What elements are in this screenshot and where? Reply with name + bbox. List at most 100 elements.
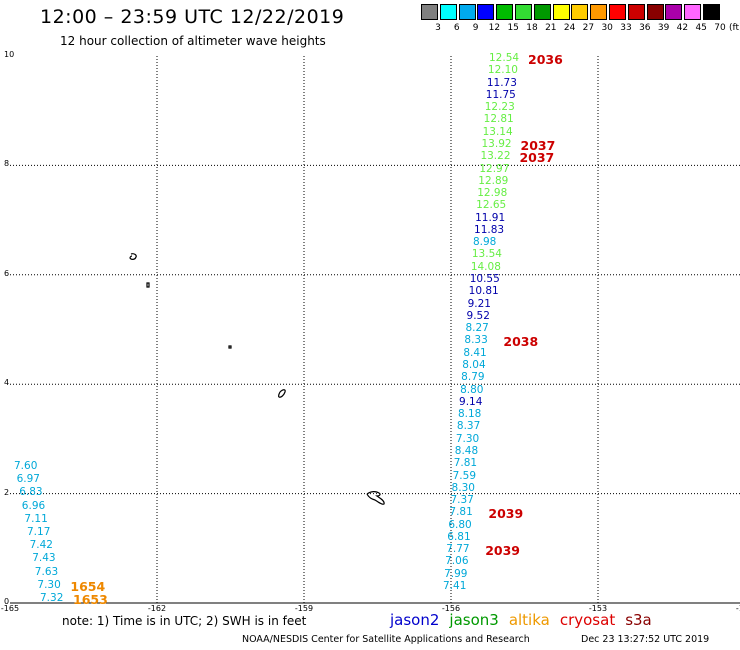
- wave-height-value: 10.81: [468, 285, 499, 298]
- pass-time-label: 2037: [519, 150, 555, 166]
- color-scale-swatch: [458, 4, 476, 20]
- color-scale-label: 24: [563, 23, 576, 33]
- wave-height-value: 7.37: [450, 494, 474, 507]
- page-title: 12:00 – 23:59 UTC 12/22/2019: [40, 6, 345, 28]
- wave-height-value: 8.48: [454, 444, 479, 457]
- latitude-tick-label: 6: [4, 268, 10, 278]
- wave-height-value: 8.27: [465, 322, 489, 335]
- longitude-tick-label: -156: [441, 604, 461, 613]
- island-outline: [146, 282, 150, 288]
- island-outline: [366, 491, 385, 505]
- pass-time-label: 2038: [503, 334, 539, 350]
- color-scale-label: 18: [526, 23, 538, 33]
- wave-height-value: 13.92: [481, 137, 512, 150]
- wave-height-value: 8.79: [461, 371, 485, 384]
- wave-height-value: 13.22: [480, 150, 511, 163]
- wave-height-value: 12.10: [487, 64, 518, 77]
- wave-height-value: 7.17: [27, 526, 51, 538]
- wave-height-value: 9.21: [467, 297, 491, 310]
- wave-height-value: 6.83: [19, 486, 43, 499]
- color-scale-swatch: [665, 4, 683, 20]
- color-scale-swatch: [627, 4, 645, 20]
- color-scale-label: 33: [620, 23, 632, 33]
- island-outline: [277, 389, 286, 398]
- wave-height-value: 8.18: [457, 408, 482, 421]
- wave-height-value: 12.81: [483, 113, 514, 126]
- wave-height-value: 7.81: [449, 506, 473, 519]
- latitude-tick-label: 8: [4, 159, 10, 169]
- color-scale-label: 6: [453, 23, 460, 33]
- pass-time-label: 1653: [73, 592, 108, 607]
- wave-height-value: 6.96: [21, 499, 46, 512]
- footer-note: note: 1) Time is in UTC; 2) SWH is in fe…: [62, 614, 307, 628]
- wave-height-value: 6.97: [16, 473, 40, 486]
- longitude-tick-label: -162: [147, 604, 167, 613]
- color-scale-label: 39: [657, 23, 670, 33]
- legend-s3a: s3a: [625, 611, 652, 629]
- color-scale-swatch: [703, 4, 720, 20]
- wave-height-value: 13.54: [471, 248, 502, 261]
- wave-height-value: 7.06: [445, 555, 469, 568]
- wave-height-value: 12.97: [479, 162, 510, 175]
- color-scale-label: 3: [435, 23, 441, 33]
- wave-height-value: 12.54: [489, 52, 520, 64]
- pass-time-label: 2039: [485, 543, 520, 559]
- page-subtitle: 12 hour collection of altimeter wave hei…: [60, 34, 326, 48]
- wave-height-value: 11.73: [486, 76, 517, 89]
- wave-height-value: 11.91: [475, 211, 506, 224]
- color-scale-swatch: [609, 4, 626, 20]
- color-scale-label: 27: [582, 23, 595, 33]
- wave-height-value: 7.30: [455, 432, 480, 445]
- legend-jason2: jason2: [390, 611, 440, 629]
- color-scale-label: 45: [695, 23, 707, 33]
- longitude-tick-label: -153: [588, 604, 608, 613]
- wave-height-value: 7.77: [446, 543, 470, 556]
- wave-height-value: 14.08: [470, 260, 501, 273]
- latitude-tick-label: 10: [4, 50, 15, 59]
- pass-time-label: 2036: [528, 52, 563, 67]
- pass-time-label: 2037: [520, 137, 556, 153]
- pass-time-label: 2039: [488, 506, 524, 522]
- wave-height-value: 12.65: [476, 199, 507, 212]
- wave-height-value: 7.11: [24, 512, 48, 525]
- timestamp: Dec 23 13:27:52 UTC 2019: [581, 634, 710, 645]
- credit-line: NOAA/NESDIS Center for Satellite Applica…: [242, 634, 530, 645]
- legend-jason3: jason3: [449, 611, 499, 629]
- color-scale-label: 15: [507, 23, 519, 33]
- wave-height-value: 7.63: [34, 565, 59, 578]
- wave-height-value: 7.42: [29, 539, 53, 552]
- wave-height-value: 8.30: [451, 481, 475, 494]
- wave-height-value: 9.14: [459, 395, 483, 408]
- color-scale-swatch: [496, 4, 514, 20]
- legend-altika: altika: [508, 611, 550, 629]
- wave-height-value: 12.98: [477, 187, 508, 200]
- latitude-tick-label: 0: [4, 597, 10, 606]
- color-scale-label: 30: [601, 23, 613, 33]
- color-scale-swatch: [590, 4, 608, 20]
- wave-height-value: 6.81: [447, 530, 471, 543]
- color-scale-label: 21: [545, 23, 557, 33]
- longitude-tick-label: -159: [294, 604, 314, 613]
- latitude-tick-label: 4: [4, 378, 10, 388]
- wave-height-value: 8.41: [463, 346, 487, 359]
- wave-height-value: 11.75: [485, 88, 516, 101]
- wave-height-value: 7.59: [452, 469, 477, 482]
- wave-height-value: 7.32: [40, 592, 64, 604]
- island-outline: [228, 345, 232, 349]
- wave-height-value: 10.55: [469, 273, 500, 286]
- color-scale-swatch: [515, 4, 532, 20]
- wave-height-value: 7.81: [453, 457, 478, 470]
- color-scale-label: 12: [488, 23, 501, 33]
- longitude-tick-label: -165: [0, 604, 20, 613]
- wave-height-value: 12.23: [484, 101, 515, 114]
- longitude-tick-label: -150: [735, 604, 740, 613]
- color-scale-swatch: [439, 4, 457, 20]
- color-scale-label: 70: [714, 23, 726, 33]
- color-scale-swatch: [571, 4, 589, 20]
- wave-height-value: 7.41: [443, 580, 467, 593]
- wave-height-value: 7.30: [37, 578, 61, 591]
- wave-height-value: 12.89: [478, 174, 509, 187]
- satellite-legend: jason2 jason3 altika cryosat s3a: [390, 611, 662, 629]
- island-outline: [129, 253, 137, 260]
- color-scale-label: 42: [676, 23, 689, 33]
